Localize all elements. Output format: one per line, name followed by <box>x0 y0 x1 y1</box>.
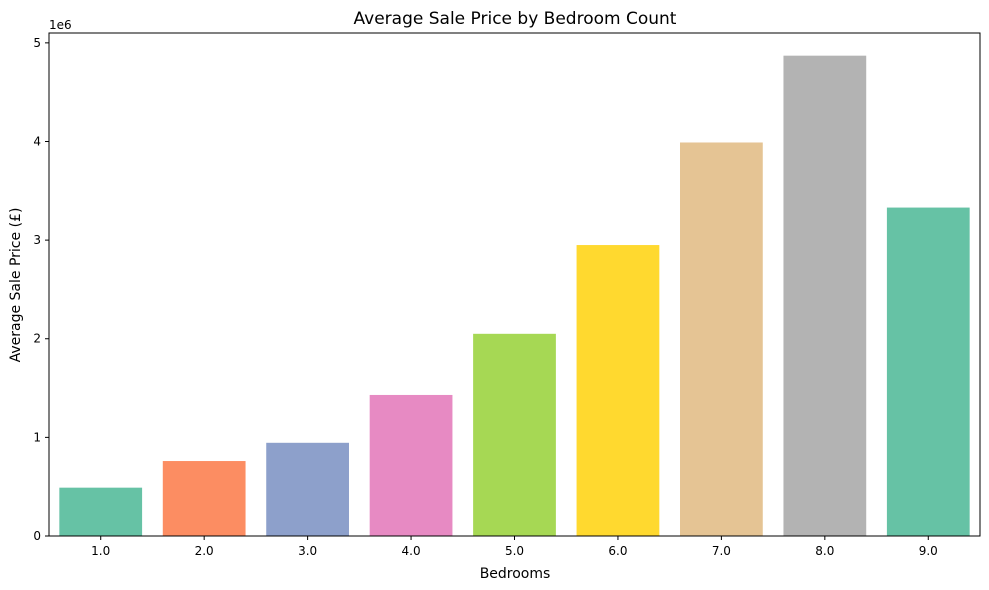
bar-2.0 <box>162 461 246 536</box>
y-tick-label-4: 4 <box>33 134 41 148</box>
x-tick-label-9.0: 9.0 <box>919 544 938 558</box>
x-tick-label-7.0: 7.0 <box>712 544 731 558</box>
chart-title: Average Sale Price by Bedroom Count <box>354 9 677 29</box>
y-tick-label-1: 1 <box>33 430 41 444</box>
bar-8.0 <box>783 55 867 537</box>
bar-5.0 <box>473 333 556 536</box>
x-tick-label-1.0: 1.0 <box>91 544 110 558</box>
x-tick-label-3.0: 3.0 <box>298 544 317 558</box>
x-tick-label-2.0: 2.0 <box>195 544 214 558</box>
x-tick-label-8.0: 8.0 <box>815 544 834 558</box>
bar-1.0 <box>59 487 143 536</box>
axes-group: 1.0 2.0 3.0 4.0 5.0 6.0 7.0 8.0 9.0 0 1 2 3 4 5 <box>33 32 981 558</box>
y-tick-label-2: 2 <box>33 332 41 346</box>
x-tick-label-5.0: 5.0 <box>505 544 524 558</box>
x-tick-label-6.0: 6.0 <box>608 544 627 558</box>
bar-4.0 <box>369 394 453 536</box>
bar-6.0 <box>576 245 660 537</box>
x-axis-title: Bedrooms <box>480 566 551 582</box>
x-tick-label-4.0: 4.0 <box>402 544 421 558</box>
y-offset-label: 1e6 <box>49 18 72 32</box>
bar-7.0 <box>680 142 763 537</box>
bar-9.0 <box>886 207 970 536</box>
y-tick-label-5: 5 <box>33 36 41 50</box>
bar-3.0 <box>266 442 349 536</box>
y-axis-title: Average Sale Price (£) <box>8 208 24 363</box>
y-tick-label-0: 0 <box>33 529 41 543</box>
bars-group <box>59 55 970 537</box>
y-tick-label-3: 3 <box>33 233 41 247</box>
